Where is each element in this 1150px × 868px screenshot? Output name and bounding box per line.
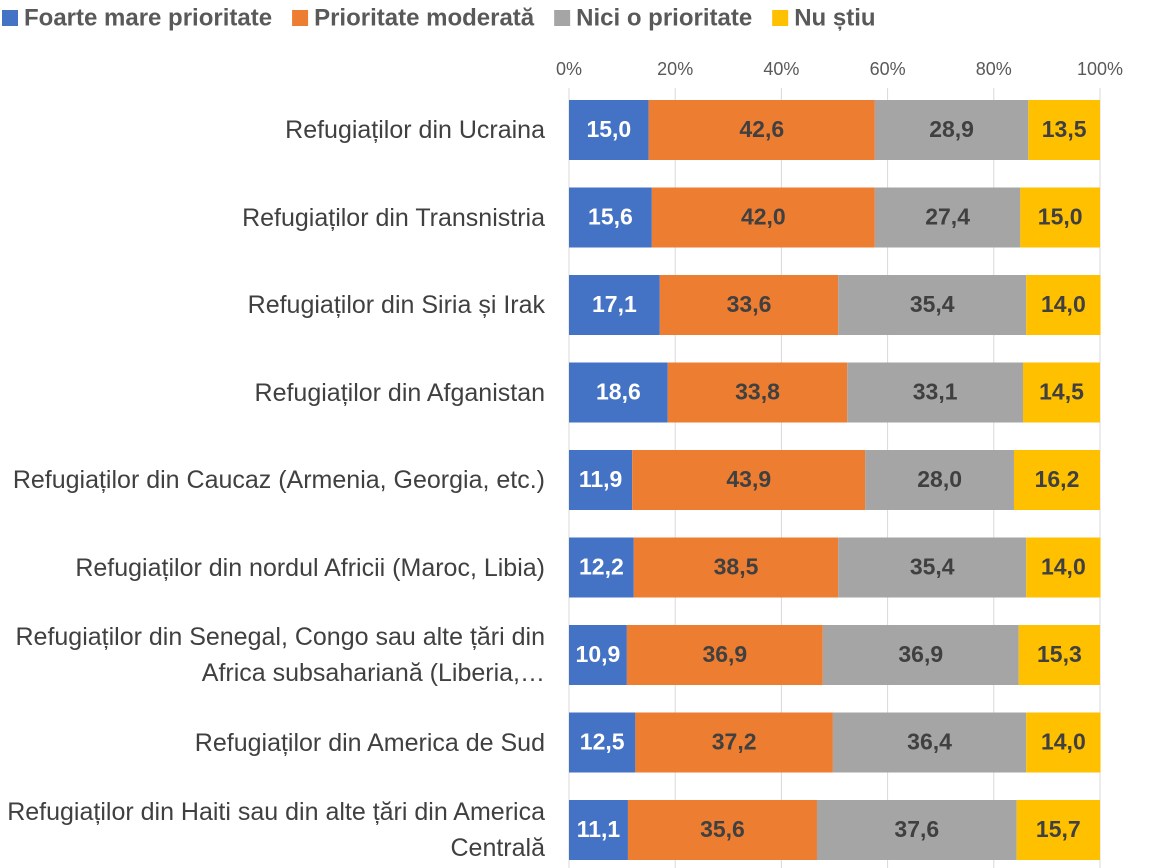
bar-segment — [822, 625, 1019, 685]
bar-segment — [847, 362, 1024, 423]
category-label: Refugiaților din Haiti sau din alte țări… — [7, 798, 545, 862]
bar-segment — [838, 537, 1027, 598]
bar-segment — [865, 450, 1014, 510]
x-tick-label: 20% — [657, 59, 693, 79]
data-label: 12,5 — [580, 729, 625, 755]
data-label: 12,2 — [579, 554, 624, 580]
bar-segment — [569, 362, 668, 423]
bar-segment — [569, 537, 634, 598]
legend-label: Nici o prioritate — [576, 4, 752, 31]
data-label: 15,7 — [1036, 816, 1081, 842]
bar-segment — [569, 100, 649, 160]
bar-segment — [1028, 100, 1100, 160]
bar-segment — [569, 800, 628, 860]
bar-segment — [832, 712, 1027, 773]
category-label: Refugiaților din Transnistria — [242, 203, 545, 232]
x-tick-label: 40% — [763, 59, 799, 79]
bar-segment — [569, 625, 627, 685]
bar-segment — [874, 187, 1021, 248]
category-label: Refugiaților din Ucraina — [285, 116, 545, 144]
data-label: 36,4 — [907, 729, 952, 755]
data-label: 11,9 — [579, 466, 623, 492]
data-label: 37,6 — [894, 816, 939, 842]
data-label: 28,0 — [917, 466, 962, 492]
data-label: 35,4 — [910, 291, 955, 317]
bar-segment — [627, 800, 817, 860]
data-label: 33,8 — [735, 379, 780, 405]
data-label: 33,1 — [913, 379, 958, 405]
bar-segment — [1023, 362, 1100, 423]
bar-segment — [1026, 275, 1101, 335]
x-tick-label: 80% — [976, 59, 1012, 79]
data-label: 27,4 — [925, 204, 970, 230]
legend-swatch — [772, 10, 789, 26]
x-tick-label: 0% — [556, 59, 582, 79]
bar-segment — [1018, 625, 1100, 685]
bar-segment — [635, 712, 833, 773]
data-label: 14,0 — [1041, 291, 1086, 317]
data-label: 36,9 — [898, 641, 943, 667]
data-label: 33,6 — [727, 291, 772, 317]
bar-segment — [1016, 800, 1100, 860]
data-label: 15,3 — [1037, 641, 1082, 667]
data-label: 15,6 — [588, 204, 633, 230]
bar-segment — [667, 362, 848, 423]
x-tick-label: 100% — [1077, 59, 1123, 79]
data-label: 14,0 — [1041, 554, 1086, 580]
legend-swatch — [2, 10, 18, 26]
category-label: Refugiaților din Afganistan — [254, 378, 545, 407]
data-label: 10,9 — [576, 641, 621, 667]
data-label: 38,5 — [714, 554, 759, 580]
data-label: 36,9 — [702, 641, 747, 667]
bar-segment — [626, 625, 823, 685]
data-label: 17,1 — [592, 291, 637, 317]
data-label: 15,0 — [1038, 204, 1083, 230]
bar-segment — [651, 187, 875, 248]
category-label: Refugiaților din America de Sud — [194, 728, 545, 757]
bar-segment — [659, 275, 839, 335]
bar-segment — [1026, 537, 1101, 598]
data-label: 16,2 — [1035, 466, 1080, 492]
bar-segment — [569, 187, 652, 248]
legend-swatch — [554, 10, 571, 26]
data-label: 11,1 — [577, 816, 621, 842]
bar-segment — [1013, 450, 1100, 510]
bar-segment — [648, 100, 875, 160]
data-label: 18,6 — [596, 379, 641, 405]
bar-segment — [632, 450, 866, 510]
legend-label: Prioritate moderată — [314, 4, 535, 31]
category-label: Refugiaților din nordul Africii (Maroc, … — [75, 553, 545, 582]
bar-segment — [569, 450, 633, 510]
bar-segment — [838, 275, 1027, 335]
data-label: 28,9 — [929, 116, 974, 142]
x-tick-label: 60% — [870, 59, 906, 79]
bar-segment — [1026, 712, 1101, 773]
data-label: 43,9 — [726, 466, 771, 492]
legend-label: Foarte mare prioritate — [24, 4, 272, 31]
bar-segment — [569, 712, 636, 773]
data-label: 15,0 — [586, 116, 631, 142]
data-label: 14,5 — [1039, 379, 1084, 405]
bar-segment — [569, 275, 660, 335]
category-label: Refugiaților din Senegal, Congo sau alte… — [15, 623, 545, 687]
legend-swatch — [292, 10, 309, 26]
data-label: 14,0 — [1041, 729, 1086, 755]
bar-segment — [633, 537, 839, 598]
category-label: Refugiaților din Siria și Irak — [247, 291, 545, 319]
bar-segment — [1020, 187, 1100, 248]
category-label: Refugiaților din Caucaz (Armenia, Georgi… — [12, 466, 545, 494]
data-label: 37,2 — [712, 729, 757, 755]
bar-segment — [874, 100, 1029, 160]
data-label: 42,0 — [741, 204, 786, 230]
data-label: 13,5 — [1042, 116, 1087, 142]
data-label: 35,6 — [700, 816, 745, 842]
data-label: 35,4 — [910, 554, 955, 580]
legend-label: Nu știu — [794, 4, 875, 31]
data-label: 42,6 — [739, 116, 784, 142]
bar-segment — [816, 800, 1017, 860]
